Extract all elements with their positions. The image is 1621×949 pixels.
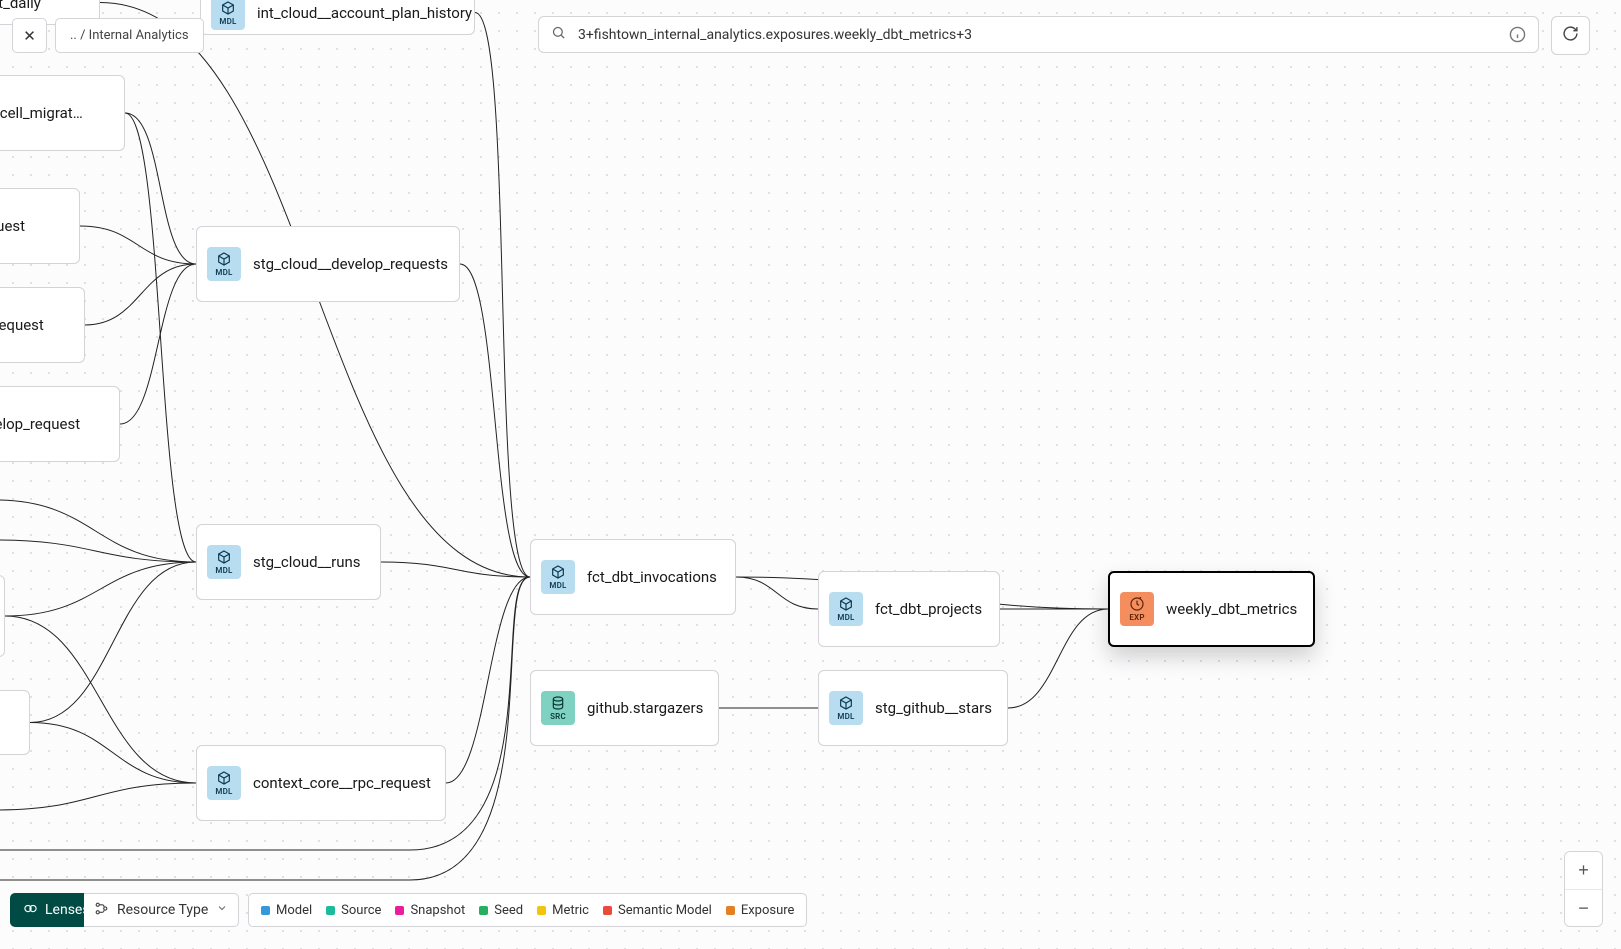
graph-node[interactable]: n	[0, 575, 5, 657]
legend-label: Seed	[494, 903, 523, 918]
node-label: fct_dbt_invocations	[587, 568, 717, 586]
zoom-in-button[interactable]: +	[1565, 852, 1602, 889]
lenses-label: Lenses	[45, 902, 90, 918]
minus-icon: −	[1578, 898, 1589, 919]
node-label: github.stargazers	[587, 699, 703, 717]
legend-label: Exposure	[741, 903, 795, 918]
legend-label: Semantic Model	[618, 903, 712, 918]
refresh-button[interactable]	[1551, 16, 1590, 55]
legend-item: Source	[326, 903, 381, 918]
node-label: stg_github__stars	[875, 699, 992, 717]
breadcrumb-text: .. / Internal Analytics	[70, 28, 189, 43]
resource-type-button[interactable]: Resource Type	[84, 893, 239, 927]
legend-item: Model	[261, 903, 312, 918]
graph-node[interactable]: develop_request	[0, 386, 120, 462]
node-label: context_core__rpc_request	[253, 774, 431, 792]
legend-item: Snapshot	[395, 903, 465, 918]
legend-item: Metric	[537, 903, 589, 918]
node-label: snapshot_daily	[0, 0, 41, 12]
zoom-controls: + −	[1564, 851, 1603, 927]
mdl-badge: MDL	[207, 247, 241, 281]
zoom-out-button[interactable]: −	[1565, 889, 1602, 926]
src-badge: SRC	[541, 691, 575, 725]
node-label: fct_dbt_projects	[875, 600, 982, 618]
legend-swatch	[261, 906, 270, 915]
legend-label: Model	[276, 903, 312, 918]
legend-label: Snapshot	[410, 903, 465, 918]
mdl-badge: MDL	[211, 0, 245, 30]
legend-swatch	[603, 906, 612, 915]
graph-node[interactable]: velop_request	[0, 287, 85, 363]
legend-item: Semantic Model	[603, 903, 712, 918]
breadcrumb[interactable]: .. / Internal Analytics	[55, 18, 204, 53]
mdl-badge: MDL	[829, 592, 863, 626]
close-icon: ✕	[23, 27, 36, 45]
close-button[interactable]: ✕	[12, 18, 47, 53]
node-label: nulticell_migrat…	[0, 104, 83, 122]
node-label: weekly_dbt_metrics	[1166, 600, 1297, 618]
graph-node[interactable]: MDL int_cloud__account_plan_history	[200, 0, 475, 35]
resource-type-icon	[94, 901, 109, 920]
legend-label: Source	[341, 903, 381, 918]
graph-node[interactable]: MDL stg_cloud__runs	[196, 524, 381, 600]
search-icon	[551, 25, 566, 44]
graph-node[interactable]: op_request	[0, 188, 80, 264]
legend-swatch	[326, 906, 335, 915]
mdl-badge: MDL	[207, 766, 241, 800]
graph-node[interactable]: MDL stg_cloud__develop_requests	[196, 226, 460, 302]
mdl-badge: MDL	[207, 545, 241, 579]
node-label: int_cloud__account_plan_history	[257, 4, 472, 22]
info-icon[interactable]	[1509, 26, 1526, 43]
graph-node[interactable]: SRC github.stargazers	[530, 670, 719, 746]
legend-swatch	[537, 906, 546, 915]
graph-node[interactable]: EXP weekly_dbt_metrics	[1108, 571, 1315, 647]
graph-node[interactable]: nulticell_migrat…	[0, 75, 125, 151]
lenses-icon	[23, 901, 38, 920]
legend-swatch	[726, 906, 735, 915]
search-bar[interactable]	[538, 16, 1539, 53]
legend-swatch	[479, 906, 488, 915]
node-label: stg_cloud__runs	[253, 553, 361, 571]
legend-swatch	[395, 906, 404, 915]
graph-node[interactable]: MDL fct_dbt_projects	[818, 571, 1000, 647]
exp-badge: EXP	[1120, 592, 1154, 626]
resource-type-label: Resource Type	[117, 902, 208, 918]
node-label: velop_request	[0, 316, 44, 334]
node-label: op_request	[0, 217, 25, 235]
graph-node[interactable]: MDL context_core__rpc_request	[196, 745, 446, 821]
plus-icon: +	[1578, 860, 1589, 881]
mdl-badge: MDL	[541, 560, 575, 594]
legend-label: Metric	[552, 903, 589, 918]
chevron-down-icon	[216, 902, 228, 918]
graph-node[interactable]: MDL stg_github__stars	[818, 670, 1008, 746]
node-label: stg_cloud__develop_requests	[253, 255, 448, 273]
node-label: develop_request	[0, 415, 80, 433]
legend-item: Seed	[479, 903, 523, 918]
graph-node[interactable]: MDL fct_dbt_invocations	[530, 539, 736, 615]
legend-item: Exposure	[726, 903, 795, 918]
search-input[interactable]	[576, 26, 1499, 44]
graph-node[interactable]: run	[0, 690, 30, 755]
mdl-badge: MDL	[829, 691, 863, 725]
legend: Model Source Snapshot Seed Metric Semantic Mo…	[248, 893, 807, 927]
refresh-icon	[1562, 25, 1579, 46]
